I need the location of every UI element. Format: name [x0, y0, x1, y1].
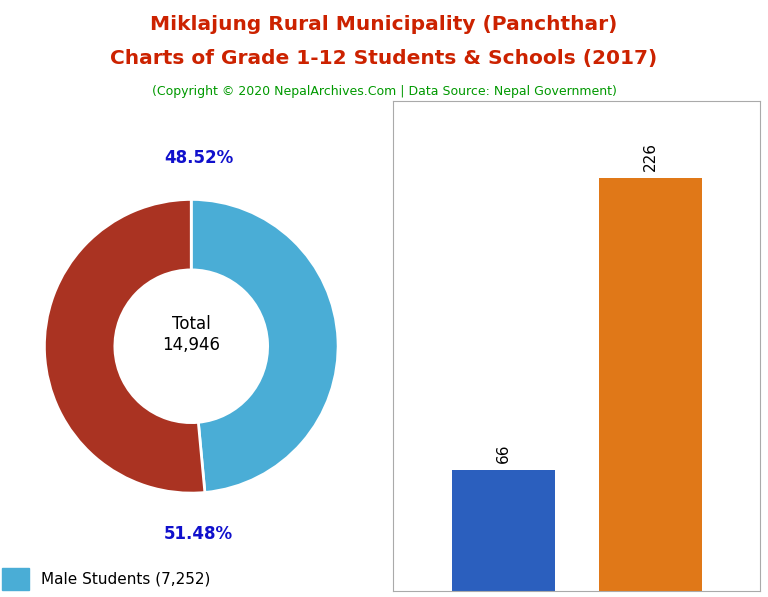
Wedge shape [45, 199, 205, 493]
Text: 48.52%: 48.52% [164, 149, 233, 167]
Text: Miklajung Rural Municipality (Panchthar): Miklajung Rural Municipality (Panchthar) [151, 15, 617, 34]
Text: Charts of Grade 1-12 Students & Schools (2017): Charts of Grade 1-12 Students & Schools … [111, 49, 657, 68]
Wedge shape [191, 199, 338, 493]
Legend: Male Students (7,252), Female Students (7,694): Male Students (7,252), Female Students (… [0, 564, 234, 597]
Bar [452, 470, 554, 591]
Bar [599, 179, 702, 591]
Text: (Copyright © 2020 NepalArchives.Com | Data Source: Nepal Government): (Copyright © 2020 NepalArchives.Com | Da… [151, 85, 617, 98]
Text: Total
14,946: Total 14,946 [162, 315, 220, 354]
Text: 51.48%: 51.48% [164, 525, 233, 543]
Text: 66: 66 [496, 444, 511, 463]
Text: 226: 226 [643, 142, 657, 171]
